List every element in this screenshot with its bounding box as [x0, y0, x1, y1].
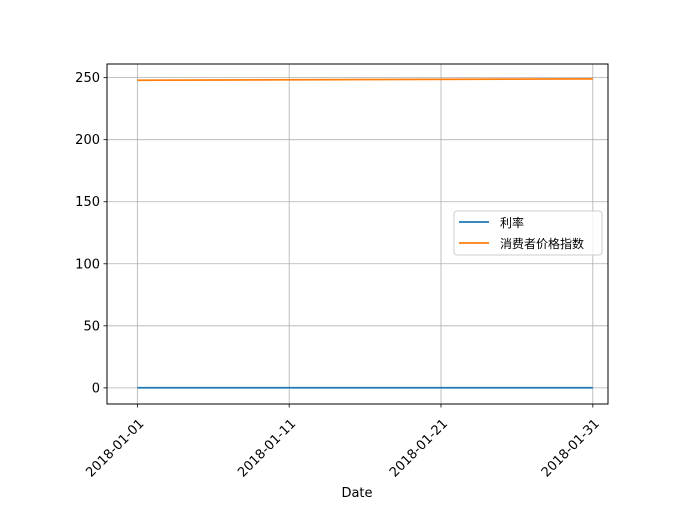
y-tick-label: 100 [75, 257, 100, 272]
y-axis-ticks: 0 50 100 150 200 250 [75, 71, 107, 396]
x-axis-label: Date [341, 486, 372, 501]
x-tick-label: 2018-01-11 [235, 416, 299, 480]
legend-label-interest-rate: 利率 [500, 215, 524, 230]
x-axis-ticks: 2018-01-01 2018-01-11 2018-01-21 2018-01-31 [83, 404, 603, 480]
y-tick-label: 50 [83, 319, 100, 334]
series-lines [137, 77, 593, 389]
y-tick-label: 250 [75, 71, 100, 86]
x-tick-label: 2018-01-31 [539, 416, 603, 480]
legend: 利率 消费者价格指数 [453, 210, 603, 256]
legend-label-cpi: 消费者价格指数 [500, 236, 584, 251]
y-tick-label: 150 [75, 195, 100, 210]
series-line-1 [137, 77, 593, 82]
x-tick-label: 2018-01-21 [387, 416, 451, 480]
x-tick-label: 2018-01-01 [83, 416, 147, 480]
plot-frame [106, 63, 609, 405]
y-tick-label: 200 [75, 133, 100, 148]
legend-box [453, 210, 603, 256]
y-tick-label: 0 [92, 381, 100, 396]
